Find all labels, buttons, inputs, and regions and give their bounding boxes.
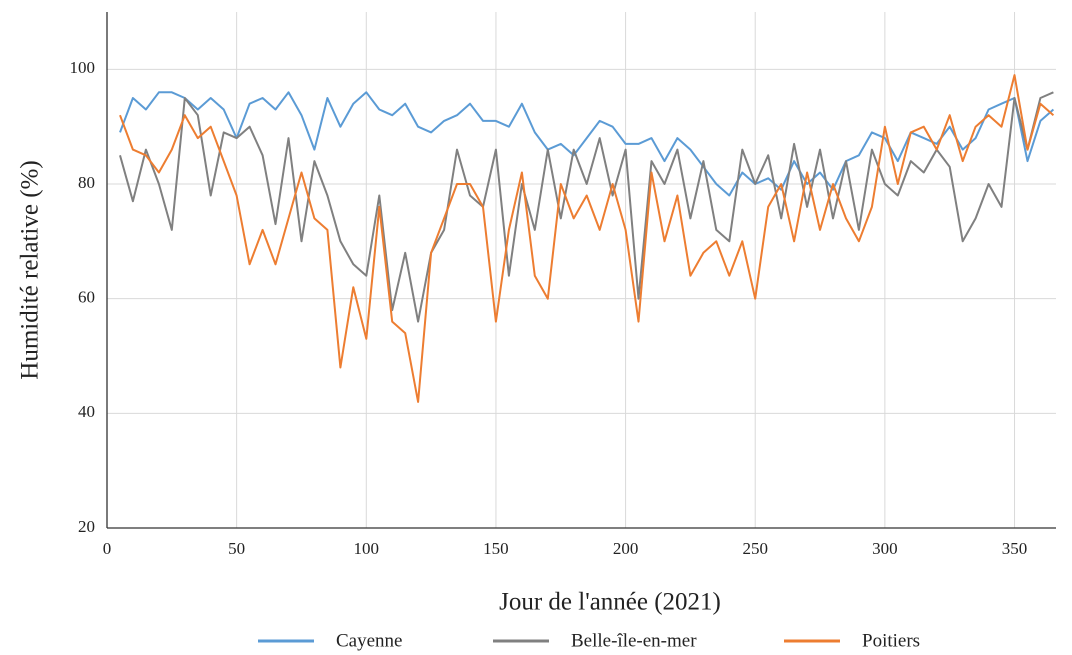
- series-line: [119, 74, 1055, 403]
- x-axis-label: Jour de l'année (2021): [499, 589, 721, 616]
- x-tick-label: 350: [1002, 539, 1028, 558]
- legend-label: Belle-île-en-mer: [571, 630, 697, 651]
- series-line: [119, 91, 1054, 323]
- y-tick-label: 20: [78, 517, 95, 536]
- x-tick-label: 50: [228, 539, 245, 558]
- legend-label: Cayenne: [336, 630, 402, 651]
- series-line: [119, 91, 1055, 197]
- x-tick-label: 200: [613, 539, 639, 558]
- y-tick-label: 60: [78, 288, 95, 307]
- x-tick-label: 100: [354, 539, 380, 558]
- x-tick-label: 300: [872, 539, 898, 558]
- x-tick-label: 250: [742, 539, 768, 558]
- y-tick-label: 80: [78, 173, 95, 192]
- legend-label: Poitiers: [862, 630, 920, 651]
- x-tick-label: 0: [103, 539, 112, 558]
- y-axis-label: Humidité relative (%): [17, 160, 44, 379]
- x-tick-label: 150: [483, 539, 509, 558]
- y-tick-label: 100: [70, 58, 96, 77]
- y-tick-label: 40: [78, 402, 95, 421]
